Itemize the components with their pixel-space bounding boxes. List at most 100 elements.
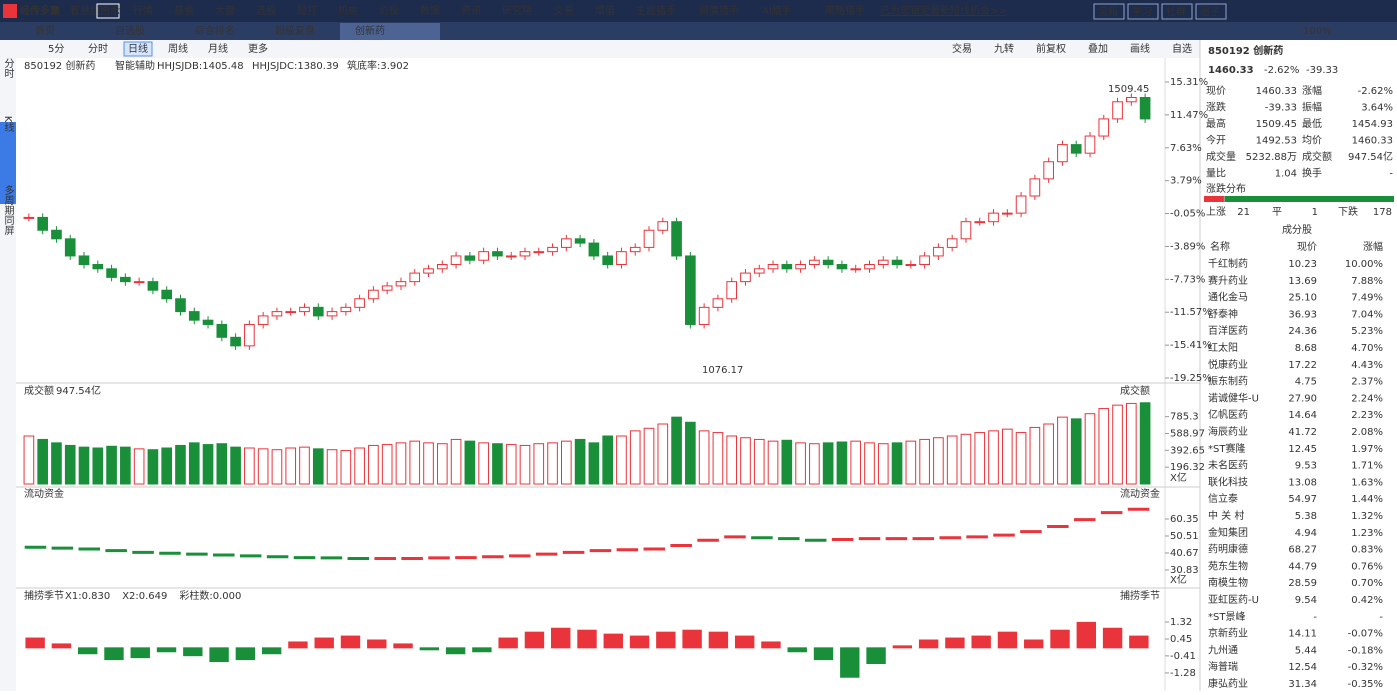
stock-name-cell[interactable]: 千红制药: [1208, 257, 1248, 270]
menu-item[interactable]: 主题猎手: [636, 4, 676, 17]
tab[interactable]: 自选股: [115, 24, 145, 37]
breadth-title: 涨跌分布: [1206, 182, 1246, 195]
bar: [395, 442, 407, 485]
stock-name-cell[interactable]: 南模生物: [1208, 576, 1248, 589]
menu-item[interactable]: 数据: [420, 4, 440, 17]
period-button[interactable]: 5分: [48, 43, 64, 55]
menu-button-label[interactable]: 社群: [1166, 5, 1186, 18]
bar: [836, 441, 848, 485]
menu-item[interactable]: 行情: [133, 4, 153, 17]
stock-name-cell[interactable]: 海辰药业: [1208, 425, 1248, 438]
candle: [864, 264, 875, 270]
bar: [519, 444, 531, 485]
stock-name-cell[interactable]: 京新药业: [1208, 627, 1248, 640]
menu-item[interactable]: 价投: [379, 4, 399, 17]
sidebar-tab[interactable]: 多周期同屏: [2, 184, 14, 236]
stock-name-cell[interactable]: 药明康德: [1208, 543, 1248, 556]
candle: [822, 259, 834, 266]
stock-name-cell[interactable]: 诺诚健华-U: [1208, 391, 1259, 404]
tool-button[interactable]: 画线: [1130, 42, 1150, 55]
tool-button[interactable]: 自选: [1172, 42, 1192, 55]
candle: [1139, 97, 1151, 120]
stock-name-cell[interactable]: 百洋医药: [1208, 324, 1248, 337]
menu-item[interactable]: 大盘: [215, 4, 235, 17]
sidebar-tab[interactable]: 分时: [2, 58, 14, 78]
stock-name-cell[interactable]: 亿帆医药: [1208, 408, 1248, 421]
tool-button[interactable]: 叠加: [1088, 43, 1108, 55]
tool-button[interactable]: 交易: [952, 42, 972, 55]
menu-item[interactable]: 交易: [554, 4, 574, 17]
stock-name-cell[interactable]: 康弘药业: [1208, 677, 1248, 690]
tab[interactable]: 综合排名: [195, 24, 235, 37]
price-cell: 27.90: [1288, 393, 1317, 404]
period-button[interactable]: 更多: [248, 42, 268, 55]
stock-name-cell[interactable]: 舒泰神: [1208, 307, 1238, 320]
candle: [271, 311, 283, 317]
stock-name-cell[interactable]: 通化金马: [1208, 291, 1248, 304]
menu-button-label[interactable]: 宝箱: [1098, 5, 1118, 18]
change-cell: 1.23%: [1351, 528, 1383, 539]
tool-button[interactable]: 九转: [994, 42, 1014, 55]
candle: [1126, 97, 1137, 103]
candle: [602, 255, 613, 266]
promo-link[interactable]: 已为您锁定最新短线机会>>: [880, 4, 1007, 17]
bar: [312, 448, 324, 485]
stock-name-cell[interactable]: 振东制药: [1208, 375, 1248, 388]
stock-name-cell[interactable]: *ST景峰: [1208, 611, 1245, 623]
price-cell: 8.68: [1295, 343, 1317, 354]
menu-item[interactable]: 增值: [595, 4, 615, 17]
tool-button[interactable]: 前复权: [1036, 42, 1066, 55]
menu-item[interactable]: AI猎手: [762, 4, 792, 17]
bar: [156, 647, 177, 653]
price-cell: 13.69: [1288, 276, 1317, 287]
menu-item[interactable]: 基金: [174, 4, 194, 17]
period-button[interactable]: 月线: [208, 42, 228, 55]
stock-name-cell[interactable]: 中 关 村: [1208, 509, 1244, 522]
period-button[interactable]: 日线: [128, 42, 148, 55]
stock-name-cell[interactable]: 联化科技: [1208, 475, 1248, 488]
menu-button-label[interactable]: 圈子: [1200, 6, 1220, 18]
tab[interactable]: 首页: [35, 24, 55, 37]
menu-item[interactable]: 研究院: [502, 4, 532, 17]
period-button[interactable]: 分时: [88, 43, 108, 55]
candle: [1070, 144, 1082, 154]
candle: [836, 264, 848, 270]
menu-item[interactable]: 资讯: [461, 5, 481, 17]
tab[interactable]: 创新药: [355, 24, 385, 37]
menu-item[interactable]: 机构: [338, 4, 358, 17]
bar: [740, 437, 751, 485]
menu-item[interactable]: 舆情猎手: [699, 4, 739, 17]
menu-item[interactable]: 选股: [256, 4, 276, 17]
constituents-title: 成分股: [1282, 224, 1312, 236]
bar: [51, 643, 72, 649]
menu-button-label[interactable]: 学习: [1132, 5, 1152, 18]
sidebar-tab[interactable]: K线: [2, 116, 14, 133]
tab[interactable]: 超级复盘: [275, 24, 315, 37]
stock-name-cell[interactable]: 悦康药业: [1208, 358, 1248, 371]
stock-name-cell[interactable]: 赛升药业: [1208, 274, 1248, 287]
stock-name-cell[interactable]: 海普瑞: [1208, 660, 1238, 673]
stock-name-cell[interactable]: 红太阳: [1208, 341, 1238, 354]
stock-name-cell[interactable]: 九州通: [1208, 644, 1238, 656]
stock-name-cell[interactable]: 未名医药: [1208, 459, 1248, 472]
stock-name-cell[interactable]: 信立泰: [1208, 492, 1238, 505]
quote-label: 均价: [1302, 135, 1322, 147]
candle: [51, 229, 62, 240]
bar: [551, 627, 571, 649]
zoom: 100%: [1303, 26, 1332, 37]
period-button[interactable]: 周线: [168, 42, 188, 55]
bar: [905, 440, 917, 485]
bar: [23, 435, 35, 485]
menu-item[interactable]: 短打: [297, 4, 317, 17]
stock-name-cell[interactable]: *ST赛隆: [1208, 442, 1245, 455]
stock-name-cell[interactable]: 亚虹医药-U: [1208, 594, 1259, 606]
quote-label: 最低: [1302, 117, 1322, 130]
stock-name-cell[interactable]: 金知集团: [1208, 526, 1248, 539]
bar: [326, 449, 338, 485]
bar: [726, 435, 738, 485]
stock-name-cell[interactable]: 苑东生物: [1208, 559, 1248, 572]
bar: [130, 647, 150, 659]
quote-label: 振幅: [1302, 101, 1322, 114]
menu-item[interactable]: 策略猎手: [825, 4, 865, 17]
change-cell: 1.44%: [1351, 494, 1383, 505]
